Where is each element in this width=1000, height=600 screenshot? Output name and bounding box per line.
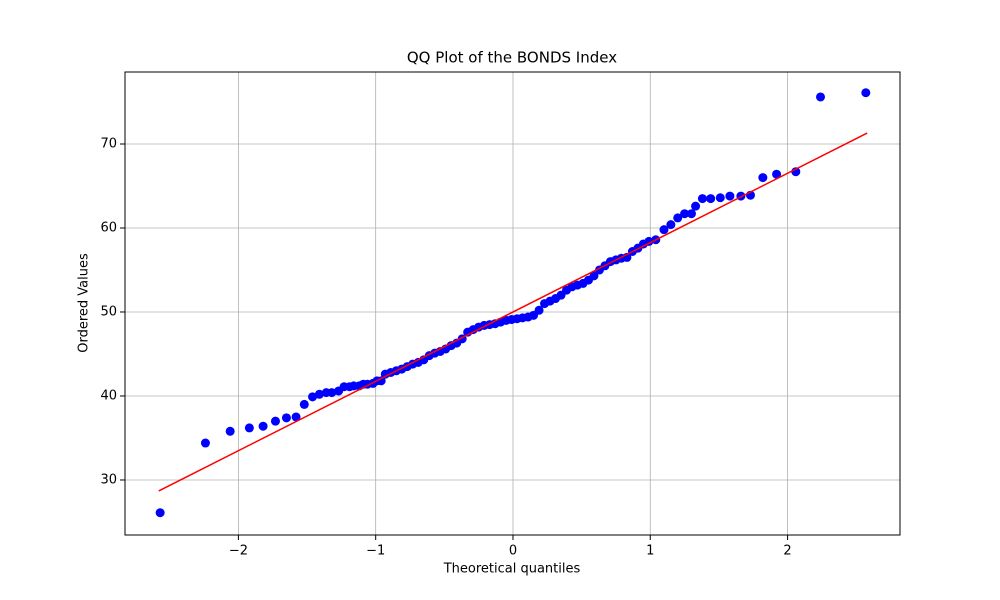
point	[772, 169, 782, 179]
point	[270, 416, 280, 426]
x-axis-label: Theoretical quantiles	[443, 562, 581, 577]
point	[308, 392, 318, 402]
point	[291, 412, 301, 422]
point	[225, 426, 235, 436]
point	[155, 508, 165, 518]
point	[244, 423, 254, 433]
y-tick-label: 70	[100, 136, 117, 151]
point	[725, 191, 735, 201]
y-tick-label: 50	[100, 304, 117, 319]
plot-frame	[124, 71, 901, 536]
point	[327, 388, 337, 398]
point	[281, 413, 291, 423]
y-axis-label: Ordered Values	[77, 253, 92, 353]
point	[376, 376, 386, 386]
point	[314, 389, 324, 399]
point	[691, 201, 701, 211]
point	[258, 421, 268, 431]
point	[589, 271, 599, 281]
y-tick-label: 30	[100, 472, 117, 487]
point	[299, 399, 309, 409]
x-tick-label: 2	[783, 544, 791, 559]
point	[659, 225, 669, 235]
x-tick-label: 1	[646, 544, 654, 559]
point	[666, 220, 676, 230]
x-tick-label: −1	[366, 544, 385, 559]
point	[758, 173, 768, 183]
point	[680, 209, 690, 219]
chart-title: QQ Plot of the BONDS Index	[407, 49, 617, 67]
point	[706, 194, 716, 204]
point	[816, 92, 826, 102]
x-tick-label: −2	[229, 544, 248, 559]
point	[200, 438, 210, 448]
point	[715, 193, 725, 203]
point	[697, 194, 707, 204]
point	[686, 209, 696, 219]
y-tick-label: 40	[100, 388, 117, 403]
point	[673, 213, 683, 223]
fit-line	[158, 132, 868, 492]
x-tick-label: 0	[509, 544, 517, 559]
y-tick-label: 60	[100, 220, 117, 235]
point	[534, 305, 544, 315]
point	[861, 88, 871, 98]
